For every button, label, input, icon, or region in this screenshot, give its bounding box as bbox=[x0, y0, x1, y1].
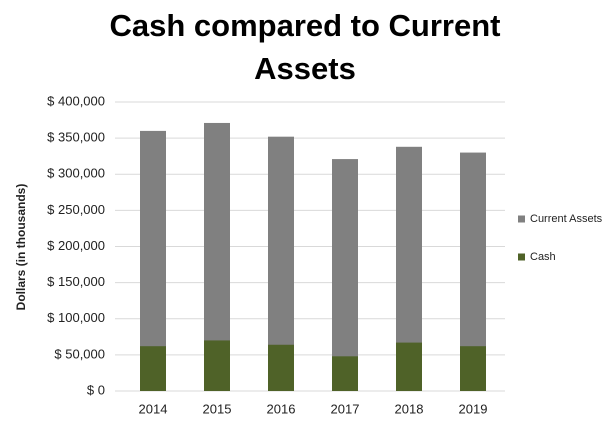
bar bbox=[332, 356, 358, 391]
y-tick-label: $ 300,000 bbox=[47, 166, 105, 181]
y-tick-label: $ 350,000 bbox=[47, 130, 105, 145]
x-tick-label: 2016 bbox=[267, 401, 296, 416]
bar bbox=[396, 342, 422, 391]
y-tick-label: $ 100,000 bbox=[47, 310, 105, 325]
bar bbox=[460, 346, 486, 391]
y-axis-title: Dollars (in thousands) bbox=[14, 184, 28, 311]
legend-swatch bbox=[518, 253, 525, 261]
x-tick-label: 2018 bbox=[395, 401, 424, 416]
bar bbox=[332, 159, 358, 391]
y-tick-label: $ 0 bbox=[87, 382, 105, 397]
y-tick-label: $ 50,000 bbox=[54, 346, 105, 361]
y-tick-label: $ 200,000 bbox=[47, 238, 105, 253]
bar bbox=[140, 346, 166, 391]
y-tick-label: $ 250,000 bbox=[47, 202, 105, 217]
bar bbox=[268, 344, 294, 391]
legend-swatch bbox=[518, 215, 525, 223]
x-tick-label: 2014 bbox=[139, 401, 168, 416]
x-tick-label: 2015 bbox=[203, 401, 232, 416]
chart-title: Cash compared to Current Assets bbox=[109, 8, 501, 86]
x-tick-label: 2017 bbox=[331, 401, 360, 416]
y-tick-label: $ 150,000 bbox=[47, 274, 105, 289]
bar bbox=[204, 340, 230, 391]
y-tick-label: $ 400,000 bbox=[47, 93, 105, 108]
x-tick-label: 2019 bbox=[459, 401, 488, 416]
legend-label: Cash bbox=[530, 251, 556, 263]
legend-label: Current Assets bbox=[530, 213, 603, 225]
